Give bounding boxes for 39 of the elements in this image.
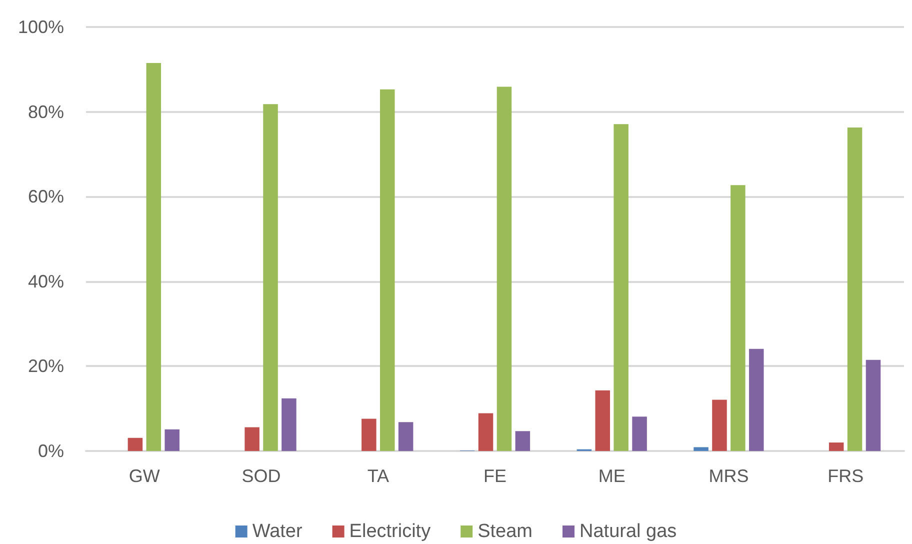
bar [847,127,862,451]
bar [282,398,296,451]
bar [380,89,395,451]
bar [496,86,512,451]
bar [632,416,647,451]
bar [128,438,143,451]
legend-label: Water [252,521,303,542]
bar [694,447,708,451]
bar [478,413,494,451]
bar [515,431,530,451]
y-tick-label: 0% [38,441,64,461]
bar [712,400,727,451]
x-tick-label: MRS [708,466,749,486]
x-tick-label: ME [598,466,626,486]
bar [244,427,260,451]
bar [164,429,180,451]
bar [398,422,414,451]
y-tick-label: 80% [28,102,64,122]
x-tick-label: TA [367,466,389,486]
x-tick-label: GW [128,466,160,486]
bar [828,442,844,451]
bar [146,63,162,451]
y-tick-label: 60% [28,186,64,207]
legend-label: Steam [478,521,533,542]
legend-label: Electricity [349,521,432,542]
y-tick-label: 100% [18,17,64,37]
x-tick-label: FRS [828,466,864,486]
bar [362,418,376,451]
legend-label: Natural gas [580,521,677,542]
bar [749,348,764,451]
bar [263,104,278,451]
bar [614,124,628,451]
x-tick-label: FE [483,466,507,486]
y-tick-label: 20% [28,356,64,376]
bar [730,185,746,451]
bar [595,390,610,451]
x-tick-label: SOD [242,466,281,486]
bar [866,360,881,451]
y-tick-label: 40% [28,271,64,292]
